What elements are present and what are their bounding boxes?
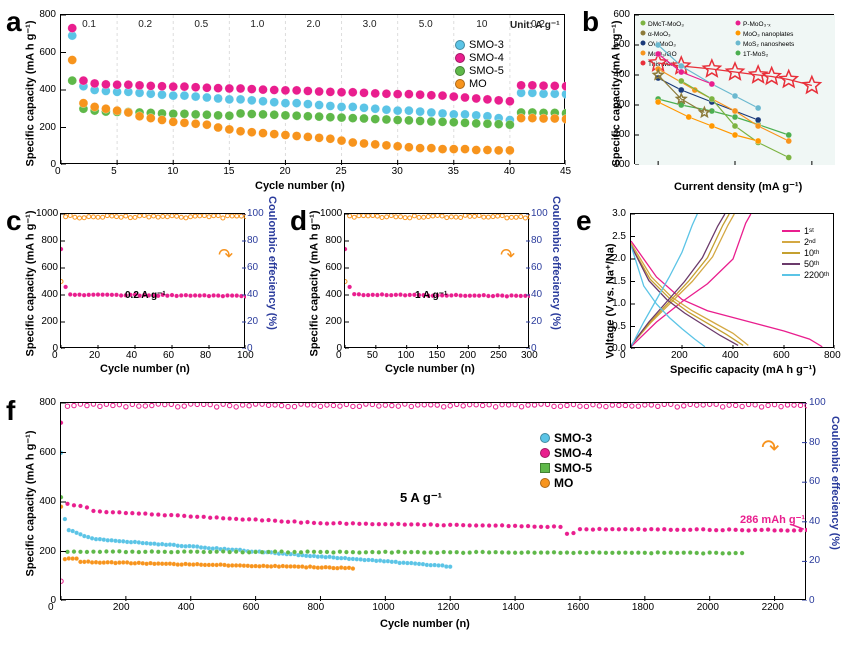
svg-text:10: 10 [476, 19, 488, 30]
panel-f-y2label: Coulombic effeciency (%) [829, 416, 841, 576]
panel-d-ylabel: Specific capacity (mA h g⁻¹) [308, 197, 321, 357]
panel-c-xlabel: Cycle number (n) [100, 363, 190, 375]
panel-a-xlabel: Cycle number (n) [255, 180, 345, 192]
leg-50th: 50ᵗʰ [804, 259, 819, 269]
svg-text:2.0: 2.0 [307, 19, 321, 30]
legf-smo3: SMO-3 [554, 431, 592, 445]
panel-f-rate: 5 A g⁻¹ [400, 490, 442, 506]
panel-d [344, 213, 529, 348]
panel-c-label: c [6, 205, 22, 237]
panel-c-y2label: Coulombic effeciency (%) [266, 196, 278, 356]
panel-b-ylabel: Specific capacity (mA h g⁻¹) [610, 7, 623, 167]
panel-d-rate: 1 A g⁻¹ [415, 290, 447, 301]
leg-2nd: 2ⁿᵈ [804, 237, 816, 247]
svg-text:OV-MoO₃: OV-MoO₃ [648, 41, 676, 48]
chart-b: DMcT-MoO₃ P-MoO₃·ₓ α-MoO₃ MoO₃ nanoplates OV… [635, 15, 835, 165]
panel-f-xlabel: Cycle number (n) [380, 618, 470, 630]
panel-b-label: b [582, 6, 599, 38]
panel-f-arrow: ↷ [761, 435, 779, 461]
panel-a-ylabel: Specific capacity (mA h g⁻¹) [24, 7, 37, 167]
svg-text:1.0: 1.0 [250, 19, 264, 30]
panel-f-label: f [6, 395, 15, 427]
panel-f-ylabel: Specific capacity (mA h g⁻¹) [24, 417, 37, 577]
legf-mo: MO [554, 476, 573, 490]
panel-d-label: d [290, 205, 307, 237]
panel-d-arrow: ↷ [500, 245, 515, 266]
legend-mo: MO [469, 78, 487, 90]
svg-text:1T-MoS₂: 1T-MoS₂ [743, 51, 769, 58]
panel-e-label: e [576, 205, 592, 237]
panel-f-legend: SMO-3 SMO-4 SMO-5 MO [540, 430, 592, 491]
panel-b-xlabel: Current density (mA g⁻¹) [674, 180, 802, 193]
chart-d [345, 214, 530, 349]
svg-text:P-MoO₃·ₓ: P-MoO₃·ₓ [743, 21, 771, 28]
leg-10th: 10ᵗʰ [804, 248, 819, 258]
svg-text:DMcT-MoO₃: DMcT-MoO₃ [648, 21, 684, 28]
panel-f-finalcap: 286 mAh g⁻¹ [740, 513, 805, 526]
panel-c-rate: 0.2 A g⁻¹ [125, 290, 166, 301]
svg-text:α-MoO₃: α-MoO₃ [648, 31, 671, 38]
svg-text:0.5: 0.5 [194, 19, 208, 30]
legend-smo4: SMO-4 [469, 52, 504, 64]
svg-text:0.1: 0.1 [82, 19, 96, 30]
svg-text:3.0: 3.0 [363, 19, 377, 30]
leg-1st: 1ˢᵗ [804, 226, 814, 236]
leg-2200th: 2200ᵗʰ [804, 270, 829, 280]
panel-e-legend: 1ˢᵗ 2ⁿᵈ 10ᵗʰ 50ᵗʰ 2200ᵗʰ [782, 225, 829, 281]
svg-text:MoS₂ nanosheets: MoS₂ nanosheets [743, 41, 795, 48]
legend-smo5: SMO-5 [469, 65, 504, 77]
svg-text:5.0: 5.0 [419, 19, 433, 30]
panel-b: DMcT-MoO₃ P-MoO₃·ₓ α-MoO₃ MoO₃ nanoplates OV… [634, 14, 834, 164]
panel-d-xlabel: Cycle number (n) [385, 363, 475, 375]
chart-c [61, 214, 246, 349]
panel-c [60, 213, 245, 348]
panel-a-legend: SMO-3 SMO-4 SMO-5 MO [455, 38, 504, 91]
panel-c-ylabel: Specific capacity (mA h g⁻¹) [24, 197, 37, 357]
panel-a-unit: Unit: A g⁻¹ [510, 20, 560, 31]
panel-a-label: a [6, 6, 22, 38]
svg-text:MoO₃ nanoplates: MoO₃ nanoplates [743, 31, 794, 38]
panel-c-arrow: ↷ [218, 245, 233, 266]
legf-smo4: SMO-4 [554, 446, 592, 460]
svg-text:0.2: 0.2 [138, 19, 152, 30]
panel-d-y2label: Coulombic effeciency (%) [550, 196, 562, 356]
legend-smo3: SMO-3 [469, 39, 504, 51]
panel-e-xlabel: Specific capacity (mA h g⁻¹) [670, 363, 816, 376]
legf-smo5: SMO-5 [554, 461, 592, 475]
